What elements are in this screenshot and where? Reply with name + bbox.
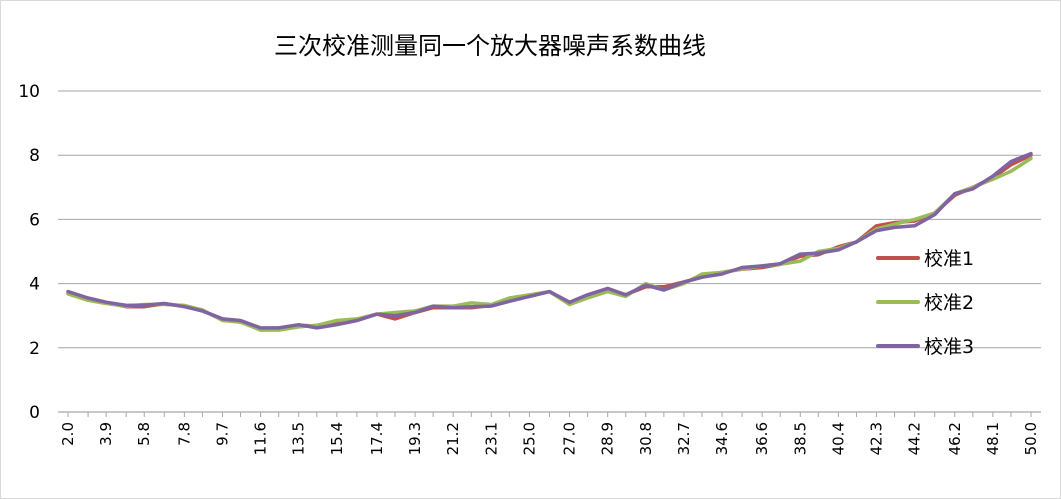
x-tick-label: 48.1: [984, 422, 1002, 455]
x-tick-label: 32.7: [675, 422, 693, 455]
axes: 0 2 4 6 8 10 2.0 3.9 5.8 7.8 9.7 11.6 13.5 15.4 17.4 19…: [18, 82, 1040, 455]
x-tick-label: 11.6: [252, 422, 270, 455]
y-tick-label: 6: [29, 210, 40, 230]
x-tick-label: 36.6: [753, 422, 771, 455]
x-tick-label: 5.8: [135, 422, 153, 446]
legend: 校准1 校准2 校准3: [876, 248, 974, 358]
x-tick-label: 40.4: [829, 422, 847, 455]
legend-label-2: 校准2: [924, 292, 974, 314]
x-tick-label: 17.4: [368, 422, 386, 455]
x-tick-label: 3.9: [97, 422, 115, 446]
y-tick-label: 0: [29, 403, 40, 423]
x-tick-label: 30.8: [637, 422, 655, 455]
legend-label-1: 校准1: [924, 248, 974, 270]
x-tick-label: 44.2: [906, 422, 924, 455]
x-tick-label: 42.3: [868, 422, 886, 455]
x-tick-label: 21.2: [444, 422, 462, 455]
x-tick-label: 27.0: [561, 422, 579, 455]
y-tick-label: 10: [18, 82, 40, 102]
x-tick-label: 23.1: [482, 422, 500, 455]
x-tick-label: 7.8: [175, 422, 193, 446]
x-tick-label: 9.7: [213, 422, 231, 446]
x-tick-label: 13.5: [290, 422, 308, 455]
legend-label-3: 校准3: [924, 336, 974, 358]
chart-title: 三次校准测量同一个放大器噪声系数曲线: [274, 32, 706, 60]
x-tick-label: 2.0: [59, 422, 77, 446]
x-tick-label: 46.2: [946, 422, 964, 455]
y-tick-label: 2: [29, 339, 40, 359]
x-tick-label: 28.9: [599, 422, 617, 455]
x-tick-label: 19.3: [406, 422, 424, 455]
y-tick-label: 4: [29, 275, 40, 295]
series-line-3: [66, 151, 1033, 330]
x-tick-label: 34.6: [713, 422, 731, 455]
y-tick-label: 8: [29, 146, 40, 166]
x-tick-label: 15.4: [328, 422, 346, 455]
series-lines: [66, 151, 1033, 332]
x-tick-label: 50.0: [1022, 422, 1040, 455]
x-tick-label: 25.0: [520, 422, 538, 455]
series-line-2: [66, 156, 1033, 332]
gridlines: [58, 90, 1041, 413]
x-tick-label: 38.5: [791, 422, 809, 455]
